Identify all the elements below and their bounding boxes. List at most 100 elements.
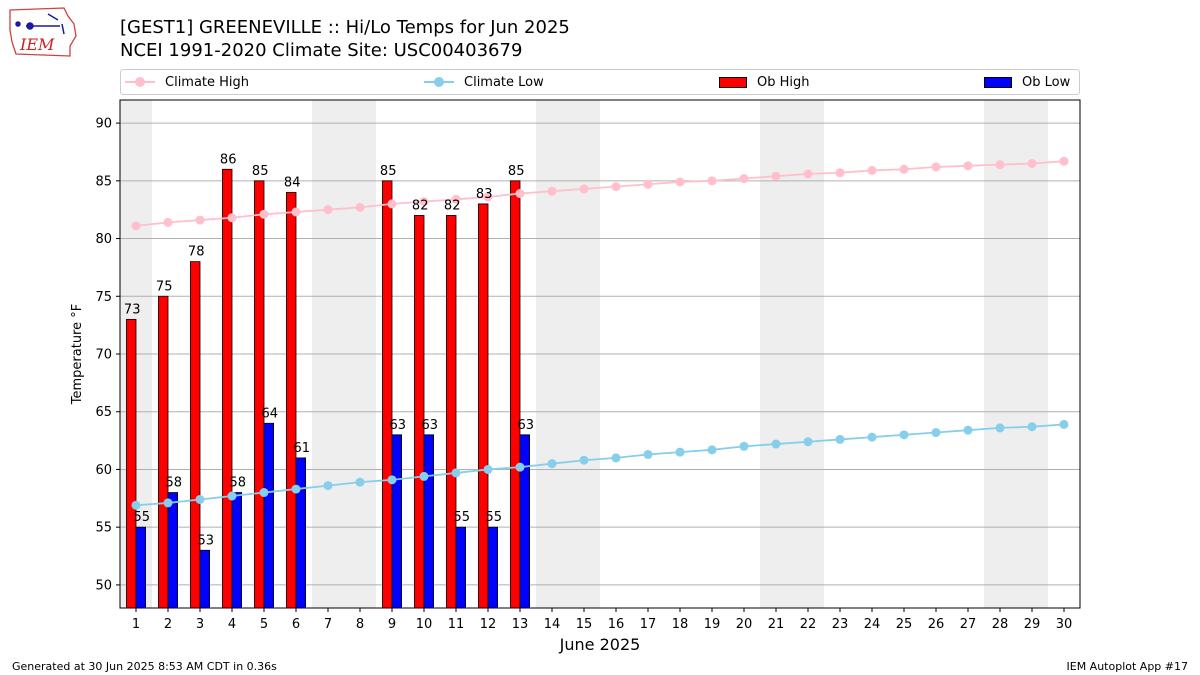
footer-app: IEM Autoplot App #17 [1066,660,1189,673]
ob-low-label: 61 [294,441,311,456]
x-tick-label: 13 [512,617,529,632]
climate-low-point [131,500,141,510]
ob-low-label: 55 [454,510,471,525]
climate-high-point [419,197,429,207]
ob-low-label: 64 [262,406,279,421]
x-tick-label: 20 [736,617,753,632]
gridlines [120,122,1080,586]
climate-low-point [547,459,557,469]
climate-low-point [579,455,589,465]
climate-high-point [1027,159,1037,168]
y-tick-label: 60 [95,463,112,478]
climate-high-point [963,161,973,171]
ob-high-label: 82 [444,198,461,213]
ob-high-label: 75 [156,279,173,294]
climate-high-point [259,209,269,219]
ob-high-bar [221,168,233,609]
ob-low-bar [167,492,179,609]
climate-high-point [675,177,685,187]
x-tick-label: 26 [928,617,945,632]
y-tick-label: 75 [95,290,112,305]
climate-high-point [867,165,877,175]
climate-high-point [835,168,845,178]
x-tick-label: 11 [448,617,465,632]
ob-low-label: 53 [198,533,215,548]
climate-low-point [675,447,685,457]
legend-swatch-ob-high [719,76,747,88]
logo-text: IEM [19,35,55,54]
ob-low-label: 63 [518,418,535,433]
legend-item-climate-high: Climate High [125,70,249,94]
ob-high-bar [253,180,265,609]
climate-low-point [387,475,397,485]
y-tick-label: 50 [95,578,112,593]
legend-item-ob-high: Ob High [719,70,810,94]
legend-label: Climate High [165,74,250,90]
legend-item-climate-low: Climate Low [424,70,544,94]
legend-label: Ob Low [1022,74,1071,90]
ob-low-bar [487,526,499,609]
climate-low-point [227,491,237,501]
ob-high-label: 82 [412,198,429,213]
chart-title: [GEST1] GREENEVILLE :: Hi/Lo Temps for J… [120,17,570,38]
climate-low-point [835,434,845,444]
x-tick-label: 21 [768,617,785,632]
x-tick-label: 5 [260,617,268,632]
x-tick-label: 2 [164,617,172,632]
ob-high-label: 83 [476,187,493,202]
climate-low-point [867,432,877,442]
climate-low-point [323,481,333,491]
climate-high-point [515,189,525,199]
legend-label: Ob High [757,74,810,90]
climate-low-point [515,462,525,472]
climate-high-point [931,162,941,172]
climate-low-point [803,437,813,447]
ob-low-bar [455,526,467,609]
y-axis-label: Temperature °F [70,304,85,405]
climate-low-point [995,423,1005,433]
climate-low-point [419,471,429,481]
climate-low-point [1059,419,1069,429]
iem-logo: IEM [9,7,77,57]
legend-swatch-climate-high [125,77,155,87]
ob-low-bar [231,492,243,609]
climate-high-point [451,194,461,204]
ob-low-bar [423,434,435,609]
x-tick-label: 24 [864,617,881,632]
x-tick-label: 8 [356,617,364,632]
legend-swatch-ob-low [984,76,1012,88]
climate-low-point [771,439,781,449]
x-tick-label: 9 [388,617,396,632]
ob-high-bar [509,180,521,609]
ob-low-bar [391,434,403,609]
y-tick-label: 70 [95,348,112,363]
climate-low-point [483,464,493,474]
ob-low-label: 63 [422,418,439,433]
climate-low-point [259,488,269,498]
ob-high-bar [189,261,201,609]
climate-low-point [643,449,653,459]
footer-generated: Generated at 30 Jun 2025 8:53 AM CDT in … [12,660,277,673]
climate-high-point [323,205,333,215]
ob-high-bar [445,215,457,609]
climate-high-point [995,160,1005,170]
climate-high-point [771,171,781,181]
ob-high-label: 78 [188,245,205,260]
x-tick-label: 16 [608,617,625,632]
weather-symbols-icon [15,13,65,35]
ob-high-label: 85 [252,164,269,179]
y-tick-label: 90 [95,117,112,132]
x-tick-label: 4 [228,617,236,632]
y-tick-label: 85 [95,174,112,189]
climate-high-point [739,174,749,184]
climate-high-point [1059,156,1069,166]
ob-high-bar [381,180,393,609]
x-tick-label: 7 [324,617,332,632]
climate-low-point [611,453,621,463]
ob-low-label: 55 [134,510,151,525]
climate-high-point [131,221,141,231]
ob-low-label: 58 [166,476,183,491]
ob-high-bar [157,295,169,609]
climate-high-point [643,179,653,189]
